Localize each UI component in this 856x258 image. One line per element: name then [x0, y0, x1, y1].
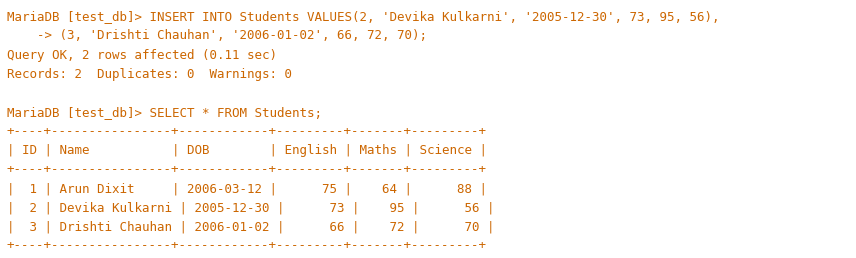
Text: Query OK, 2 rows affected (0.11 sec): Query OK, 2 rows affected (0.11 sec) — [7, 49, 276, 61]
Text: +----+----------------+------------+---------+-------+---------+: +----+----------------+------------+----… — [7, 125, 487, 138]
Text: |  3 | Drishti Chauhan | 2006-01-02 |      66 |    72 |      70 |: | 3 | Drishti Chauhan | 2006-01-02 | 66 … — [7, 220, 495, 233]
Text: +----+----------------+------------+---------+-------+---------+: +----+----------------+------------+----… — [7, 163, 487, 176]
Text: +----+----------------+------------+---------+-------+---------+: +----+----------------+------------+----… — [7, 239, 487, 252]
Text: MariaDB [test_db]> SELECT * FROM Students;: MariaDB [test_db]> SELECT * FROM Student… — [7, 106, 322, 119]
Text: Records: 2  Duplicates: 0  Warnings: 0: Records: 2 Duplicates: 0 Warnings: 0 — [7, 68, 292, 80]
Text: MariaDB [test_db]> INSERT INTO Students VALUES(2, 'Devika Kulkarni', '2005-12-30: MariaDB [test_db]> INSERT INTO Students … — [7, 10, 719, 23]
Text: |  1 | Arun Dixit     | 2006-03-12 |      75 |    64 |      88 |: | 1 | Arun Dixit | 2006-03-12 | 75 | 64 … — [7, 182, 487, 195]
Text: | ID | Name           | DOB        | English | Maths | Science |: | ID | Name | DOB | English | Maths | Sc… — [7, 144, 487, 157]
Text: -> (3, 'Drishti Chauhan', '2006-01-02', 66, 72, 70);: -> (3, 'Drishti Chauhan', '2006-01-02', … — [7, 29, 427, 42]
Text: |  2 | Devika Kulkarni | 2005-12-30 |      73 |    95 |      56 |: | 2 | Devika Kulkarni | 2005-12-30 | 73 … — [7, 201, 495, 214]
